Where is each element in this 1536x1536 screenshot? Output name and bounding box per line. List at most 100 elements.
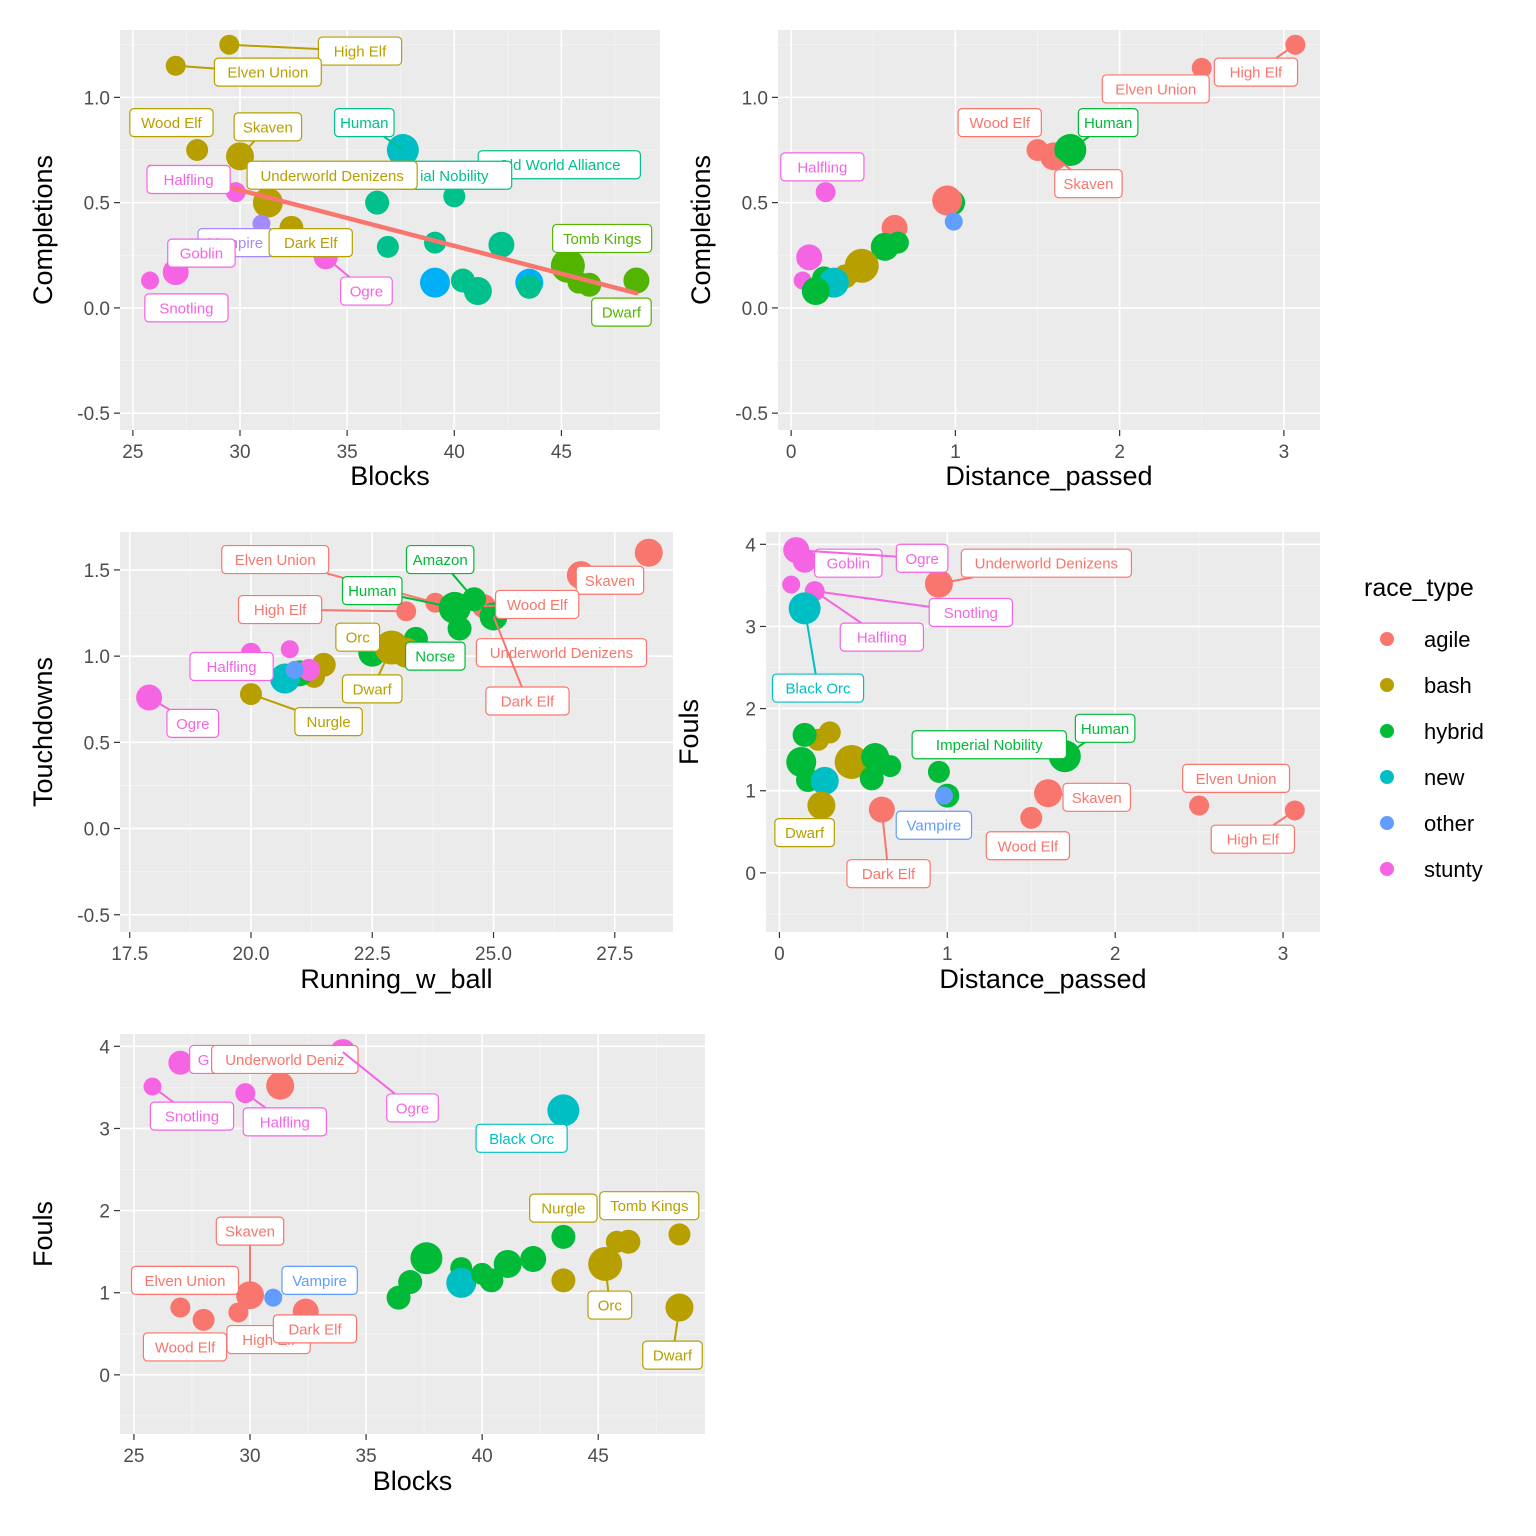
label-leader-line xyxy=(803,608,817,675)
label-box xyxy=(774,818,835,848)
label-leader-line xyxy=(804,559,815,563)
data-point xyxy=(170,1297,191,1318)
label-leader-line xyxy=(148,696,170,711)
point-label-halfling: Halfling xyxy=(814,590,925,652)
point-label-wood-elf: Wood Elf xyxy=(957,108,1042,138)
label-box xyxy=(333,108,395,138)
x-tick-label: 20.0 xyxy=(232,944,269,965)
point-label-elven-union: Elven Union xyxy=(130,1265,240,1296)
data-point xyxy=(551,1224,576,1249)
label-box xyxy=(242,1107,328,1137)
label-text: Underworld Denizens xyxy=(975,556,1118,573)
label-box xyxy=(213,57,322,87)
y-tick-label: 0.5 xyxy=(84,194,110,215)
label-leader-line xyxy=(272,1293,283,1299)
label-leader-line xyxy=(401,595,455,609)
legend-key-hybrid xyxy=(1380,724,1394,738)
label-leader-line xyxy=(383,135,404,151)
label-box xyxy=(189,651,274,682)
label-text: Halfling xyxy=(797,159,847,176)
data-point xyxy=(376,235,399,258)
label-text: Nurgle xyxy=(306,714,350,731)
label-box xyxy=(294,707,363,737)
label-text: Skaven xyxy=(585,573,635,590)
label-leader-line xyxy=(180,1060,190,1064)
label-box xyxy=(149,1101,235,1131)
label-text: Wood Elf xyxy=(969,115,1030,132)
data-layer: High Elf Elven Union Wood Elf Skaven Human Ol… xyxy=(129,34,653,327)
point-label-skaven: Skaven xyxy=(215,1216,285,1296)
y-tick-label: 1.0 xyxy=(742,88,768,109)
label-text: Snotling xyxy=(159,300,213,317)
y-tick-label: 1 xyxy=(99,1284,110,1305)
label-box xyxy=(839,622,925,652)
point-label-ogre: Ogre xyxy=(796,543,949,573)
data-point xyxy=(616,1229,641,1254)
point-label-halfling: Halfling xyxy=(780,152,865,182)
label-box xyxy=(552,223,653,254)
x-axis-title: Distance_passed xyxy=(945,461,1152,491)
label-text: ial Nobility xyxy=(420,168,489,185)
y-tick-label: -0.5 xyxy=(77,906,110,927)
label-text: Black Orc xyxy=(489,1131,555,1148)
label-box xyxy=(1074,713,1136,743)
panel-blocks-vs-completions: 25 30 35 40 45 -0.5 0.0 0.5 1.0 Blocks Completions… xyxy=(28,30,660,491)
legend-item-new: new xyxy=(1380,765,1464,790)
label-text: Orc xyxy=(346,630,371,647)
panel-distance-vs-fouls: 0 1 2 3 0 1 2 3 4 Distance_passed Fouls Goblin Ogre U… xyxy=(674,532,1320,994)
panel-background xyxy=(778,30,1320,430)
label-text: Skaven xyxy=(243,119,293,136)
label-box xyxy=(599,1191,700,1221)
label-box xyxy=(146,164,231,195)
label-box xyxy=(575,565,645,595)
data-point xyxy=(1191,57,1212,78)
point-label-dwarf: Dwarf xyxy=(774,818,835,848)
label-box xyxy=(957,108,1042,138)
label-text: High Elf xyxy=(1227,832,1280,849)
x-tick-label: 2 xyxy=(1110,944,1121,965)
data-point xyxy=(870,232,899,261)
label-text: Human xyxy=(1084,115,1132,132)
label-leader-line xyxy=(1047,792,1064,796)
label-text: Human xyxy=(340,115,388,132)
label-text: Underworld Denizens xyxy=(260,168,403,185)
point-label-underworld-deniz: Underworld Deniz xyxy=(211,1044,359,1075)
legend-key-stunty xyxy=(1380,862,1394,876)
y-tick-label: 0 xyxy=(745,864,756,885)
legend-label-hybrid: hybrid xyxy=(1424,719,1484,744)
legend-key-agile xyxy=(1380,632,1394,646)
data-point xyxy=(547,1094,580,1127)
point-label-vampire: Vampire xyxy=(895,810,973,840)
label-box xyxy=(1054,169,1123,199)
legend-label-stunty: stunty xyxy=(1424,857,1483,882)
x-tick-label: 1 xyxy=(942,944,953,965)
label-text: Wood Elf xyxy=(998,838,1059,855)
point-label-snotling: Snotling xyxy=(814,590,1014,628)
label-text: Snotling xyxy=(165,1109,219,1126)
label-leader-line xyxy=(796,549,897,558)
label-text: Human xyxy=(1081,721,1129,738)
x-tick-label: 35 xyxy=(356,1446,377,1467)
point-label-dark-elf: Dark Elf xyxy=(272,1314,358,1344)
label-box xyxy=(215,1216,285,1246)
label-box xyxy=(1077,108,1139,138)
label-box xyxy=(167,238,236,268)
data-point xyxy=(782,575,801,594)
data-point xyxy=(879,755,902,778)
y-tick-label: 4 xyxy=(745,535,756,556)
label-leader-line xyxy=(1053,155,1072,171)
label-leader-line xyxy=(673,1307,681,1342)
data-layer: Goblin Ogre Underworld Denizens Snotling Hal… xyxy=(771,537,1305,889)
label-text: Imperial Nobility xyxy=(936,737,1043,754)
label-box xyxy=(142,1332,228,1362)
y-tick-label: 3 xyxy=(745,617,756,638)
label-text: Elven Union xyxy=(227,65,308,82)
data-point xyxy=(285,660,304,679)
y-axis-title: Touchdowns xyxy=(28,657,58,807)
point-label-black-orc: Black Orc xyxy=(771,608,865,703)
point-label-high-elf: High Elf xyxy=(1210,809,1296,854)
data-point xyxy=(815,182,836,203)
point-label-nurgle: Nurgle xyxy=(250,693,363,737)
data-point xyxy=(623,267,650,294)
label-box xyxy=(341,674,403,704)
